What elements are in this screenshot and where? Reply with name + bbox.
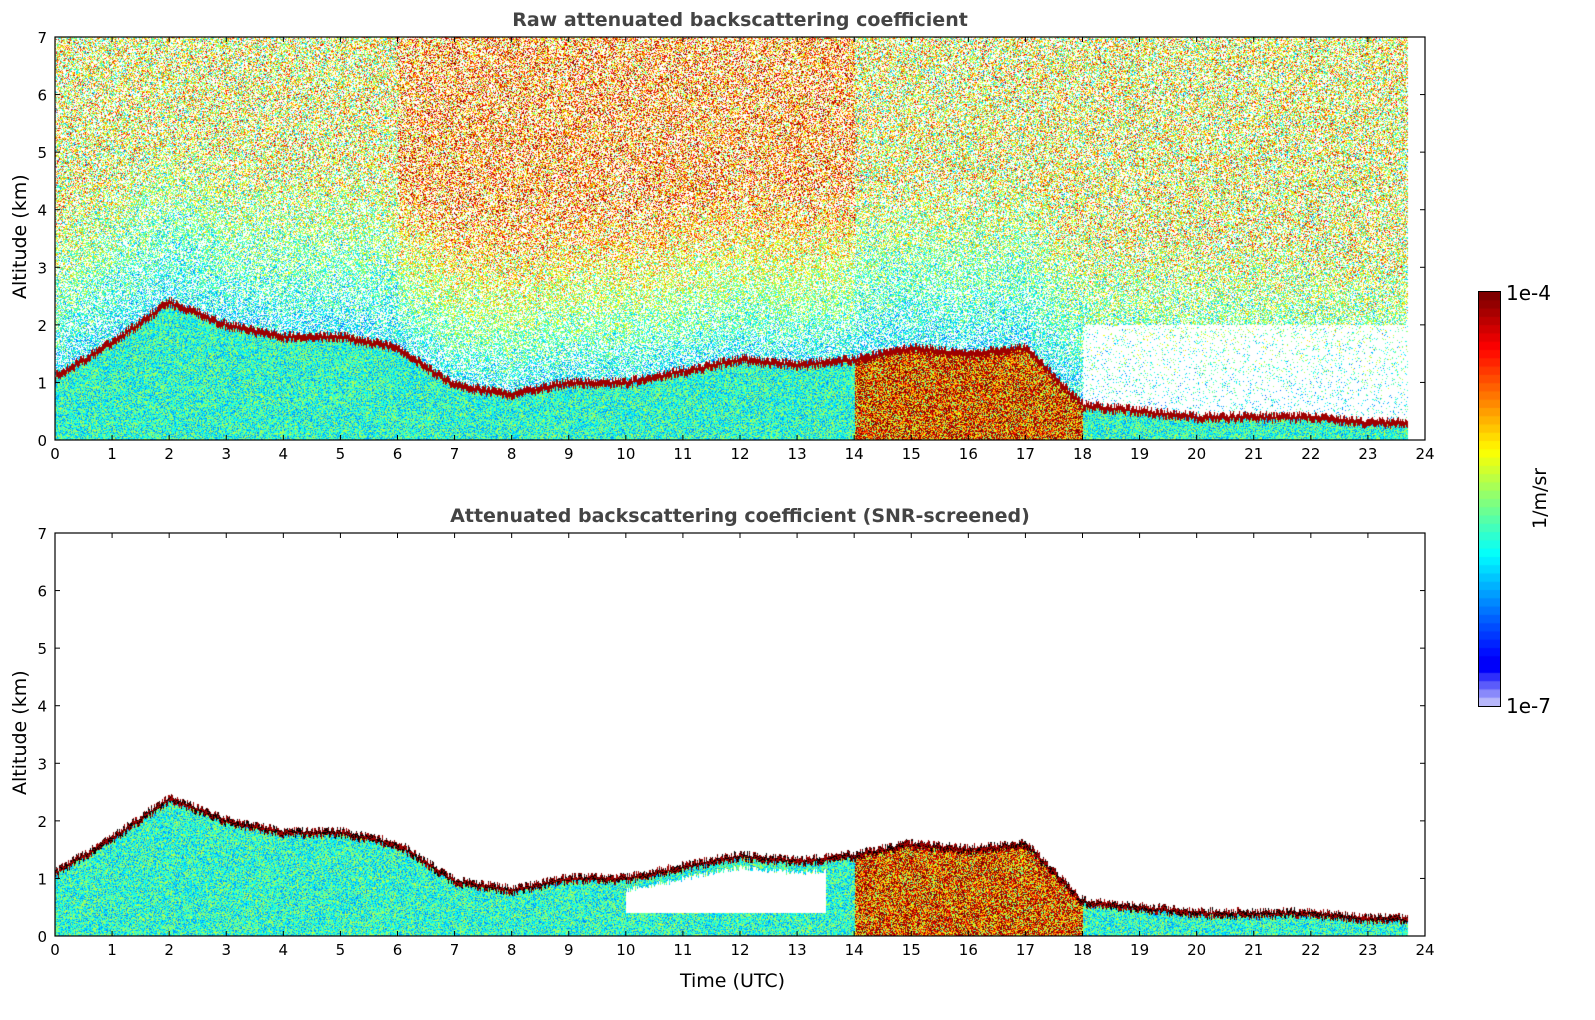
x-tick-label: 23 [1358,445,1377,463]
x-tick-label: 17 [1016,445,1035,463]
x-tick-label: 13 [788,445,807,463]
x-tick-label: 24 [1415,445,1434,463]
x-tick-label: 5 [336,941,346,959]
colorbar-max-label: 1e-4 [1506,281,1551,305]
x-tick-label: 8 [507,941,517,959]
y-tick-label: 2 [37,317,47,335]
plot-frame [54,36,1426,441]
y-tick-label: 1 [37,374,47,392]
x-tick-label: 20 [1187,941,1206,959]
x-tick-label: 0 [50,941,60,959]
x-tick-label: 13 [788,941,807,959]
y-tick-label: 5 [37,640,47,658]
colorbar [1478,291,1501,707]
x-tick-label: 9 [564,941,574,959]
y-tick-label: 3 [37,259,47,277]
x-tick-label: 6 [393,941,403,959]
x-tick-label: 19 [1130,445,1149,463]
x-tick-label: 14 [845,445,864,463]
y-tick-label: 4 [37,698,47,716]
x-tick-label: 11 [673,941,692,959]
x-tick-label: 18 [1073,445,1092,463]
x-tick-label: 15 [902,941,921,959]
x-tick-label: 20 [1187,445,1206,463]
heatmap-screened [55,533,1425,936]
y-tick-label: 1 [37,870,47,888]
colorbar-min-label: 1e-7 [1506,694,1551,718]
x-tick-label: 8 [507,445,517,463]
y-tick-label: 7 [37,29,47,47]
chart-title-screened: Attenuated backscattering coefficient (S… [450,505,1030,527]
y-tick-label: 5 [37,144,47,162]
x-tick-label: 6 [393,445,403,463]
y-tick-label: 7 [37,525,47,543]
x-tick-label: 4 [279,941,289,959]
x-tick-label: 7 [450,445,460,463]
y-tick-label: 6 [37,583,47,601]
y-tick-label: 0 [37,928,47,946]
x-tick-label: 10 [616,445,635,463]
x-tick-label: 15 [902,445,921,463]
x-tick-label: 21 [1244,445,1263,463]
x-tick-label: 7 [450,941,460,959]
x-tick-label: 5 [336,445,346,463]
x-axis-label: Time (UTC) [680,970,786,992]
x-tick-label: 10 [616,941,635,959]
x-tick-label: 19 [1130,941,1149,959]
x-tick-label: 16 [959,941,978,959]
x-tick-label: 11 [673,445,692,463]
plot-frame [54,532,1426,937]
x-tick-label: 2 [164,445,174,463]
y-tick-label: 4 [37,202,47,220]
x-tick-label: 17 [1016,941,1035,959]
x-tick-label: 21 [1244,941,1263,959]
heatmap-raw [55,37,1425,440]
y-tick-label: 0 [37,432,47,450]
x-tick-label: 1 [107,941,117,959]
x-tick-label: 16 [959,445,978,463]
x-tick-label: 0 [50,445,60,463]
x-tick-label: 12 [730,445,749,463]
x-tick-label: 18 [1073,941,1092,959]
x-tick-label: 14 [845,941,864,959]
y-tick-label: 6 [37,87,47,105]
x-tick-label: 1 [107,445,117,463]
x-tick-label: 22 [1301,445,1320,463]
x-tick-label: 23 [1358,941,1377,959]
x-tick-label: 3 [221,941,231,959]
x-tick-label: 3 [221,445,231,463]
x-tick-label: 12 [730,941,749,959]
x-tick-label: 2 [164,941,174,959]
x-tick-label: 22 [1301,941,1320,959]
chart-title-raw: Raw attenuated backscattering coefficien… [512,9,968,31]
y-tick-label: 2 [37,813,47,831]
x-tick-label: 4 [279,445,289,463]
x-tick-label: 24 [1415,941,1434,959]
y-tick-label: 3 [37,755,47,773]
x-tick-label: 9 [564,445,574,463]
